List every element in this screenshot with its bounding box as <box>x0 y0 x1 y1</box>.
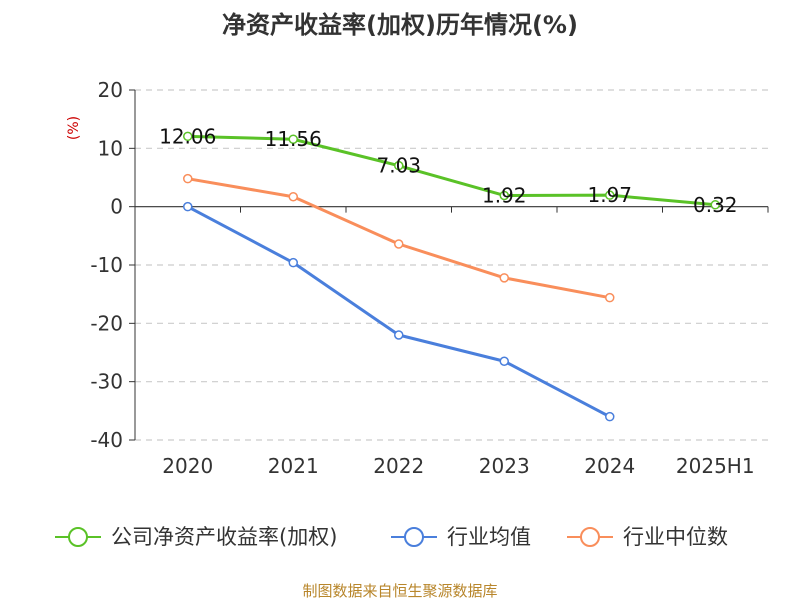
y-tick-label: 20 <box>98 78 123 102</box>
data-point <box>183 131 193 142</box>
legend-label: 行业均值 <box>447 525 531 549</box>
data-label: 7.03 <box>376 154 421 178</box>
data-point <box>288 257 298 268</box>
y-tick-label: -40 <box>90 428 123 452</box>
series-line <box>187 134 716 207</box>
y-tick-label: -10 <box>90 253 123 277</box>
data-point <box>605 411 615 422</box>
data-point <box>499 190 509 201</box>
x-tick-label: 2023 <box>479 454 530 478</box>
x-tick-labels: 2020 2021 2022 2023 2024 2025H1 <box>162 454 754 478</box>
data-label: 11.56 <box>265 127 322 151</box>
legend-item[interactable]: 行业中位数 <box>567 525 728 549</box>
y-tick-label: 0 <box>110 195 123 219</box>
y-tick-label: -20 <box>90 311 123 335</box>
legend-label: 行业中位数 <box>623 525 728 549</box>
series-layer <box>183 131 720 422</box>
legend-item[interactable]: 公司净资产收益率(加权) <box>55 525 337 549</box>
y-tick-label: -30 <box>90 370 123 394</box>
data-point <box>499 273 509 283</box>
x-tick-label: 2025H1 <box>676 454 755 478</box>
legend[interactable]: 公司净资产收益率(加权) 行业均值 行业中位数 <box>55 525 728 549</box>
legend-label: 公司净资产收益率(加权) <box>111 525 337 549</box>
legend-item[interactable]: 行业均值 <box>391 525 531 549</box>
x-tick-label: 2024 <box>584 454 635 478</box>
series-line <box>187 205 611 418</box>
data-point <box>394 239 404 249</box>
y-axis-unit: (%) <box>66 116 82 140</box>
data-point <box>183 173 193 184</box>
data-label: 1.92 <box>482 183 527 207</box>
data-point <box>710 200 720 210</box>
grid-lines <box>135 89 768 441</box>
y-tick-label: 10 <box>98 136 123 160</box>
data-point <box>394 160 404 171</box>
data-point <box>288 192 298 202</box>
source-note: 制图数据来自恒生聚源数据库 <box>302 582 497 600</box>
data-point <box>499 356 509 366</box>
legend-marker-icon <box>580 527 600 547</box>
data-point <box>605 292 615 303</box>
chart-title: 净资产收益率(加权)历年情况(%) <box>222 11 578 39</box>
x-tick-label: 2021 <box>268 454 319 478</box>
data-point <box>394 330 404 340</box>
data-labels: 12.06 11.56 7.03 1.92 1.97 0.32 <box>159 124 737 216</box>
x-tick-label: 2020 <box>162 454 213 478</box>
data-point <box>288 134 298 144</box>
data-label: 0.32 <box>693 193 738 217</box>
data-point <box>183 201 193 212</box>
data-point <box>605 190 615 200</box>
axes <box>129 89 769 441</box>
x-tick-label: 2022 <box>373 454 424 478</box>
legend-marker-icon <box>68 527 88 547</box>
data-label: 1.97 <box>587 183 632 207</box>
y-tick-labels: 20 10 0 -10 -20 -30 -40 <box>90 78 123 452</box>
data-label: 12.06 <box>159 124 216 148</box>
legend-marker-icon <box>404 527 424 547</box>
